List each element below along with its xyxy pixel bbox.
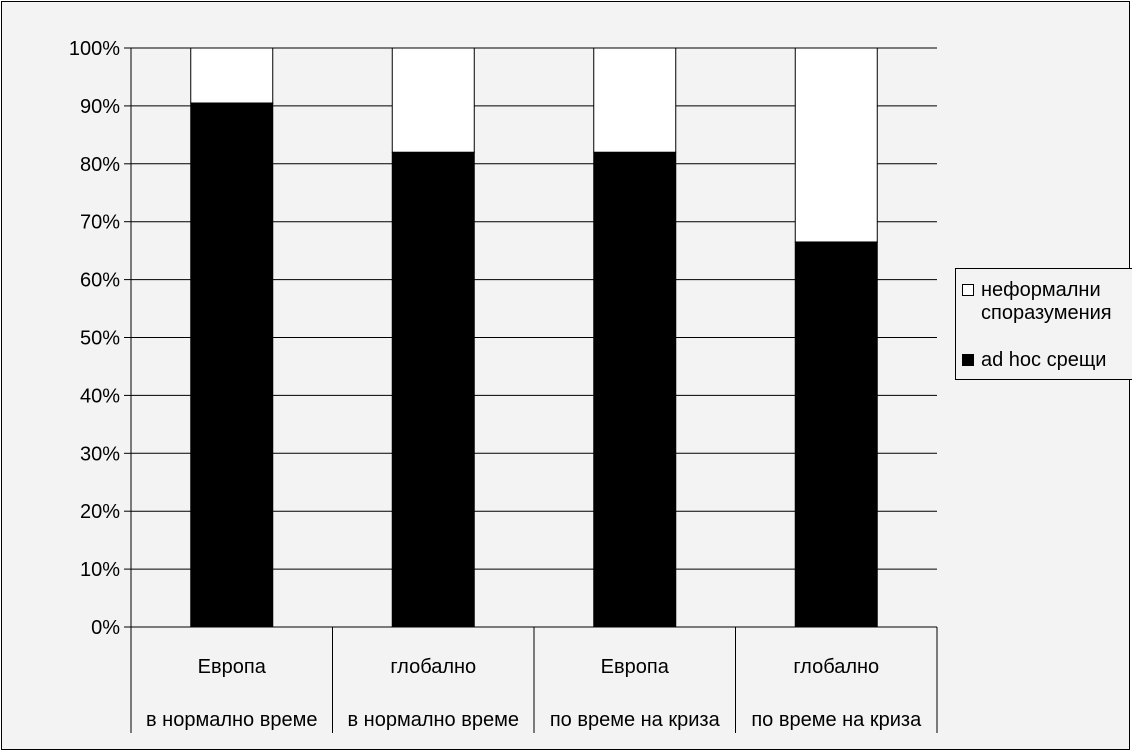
bar-segment <box>391 47 475 153</box>
y-tick-label: 30% <box>80 443 120 465</box>
category-label-line1: глобално <box>793 656 879 678</box>
legend-swatch-white <box>962 284 974 296</box>
y-tick-label: 100% <box>69 38 120 60</box>
y-tick-label: 10% <box>80 559 120 581</box>
bar-segment <box>593 47 677 153</box>
category-label-line2: в нормално време <box>348 709 519 731</box>
y-tick-label: 0% <box>91 617 120 639</box>
legend-label-informal-line1: неформални <box>981 279 1101 301</box>
y-tick-label: 50% <box>80 328 120 350</box>
category-label-line2: по време на криза <box>550 709 721 731</box>
y-tick-label: 60% <box>80 270 120 292</box>
category-label-line1: Европа <box>198 656 267 678</box>
y-tick-label: 70% <box>80 212 120 234</box>
bar-segment <box>794 241 878 628</box>
category-label-line1: глобално <box>390 656 476 678</box>
category-label-line1: Европа <box>601 656 670 678</box>
category-label-line2: в нормално време <box>146 709 317 731</box>
y-tick-label: 80% <box>80 154 120 176</box>
y-tick-label: 40% <box>80 385 120 407</box>
bar-segment <box>190 102 274 628</box>
category-label-line2: по време на криза <box>751 709 922 731</box>
legend-label-informal-line2: споразумения <box>981 302 1112 324</box>
legend-label-adhoc: ad hoc срещи <box>981 349 1107 371</box>
bar-segment <box>593 151 677 628</box>
bar-segment <box>794 47 878 243</box>
y-tick-label: 90% <box>80 96 120 118</box>
legend-swatch-black <box>962 354 974 366</box>
y-tick-label: 20% <box>80 501 120 523</box>
legend: неформални споразумения ad hoc срещи <box>955 268 1132 380</box>
bar-segment <box>190 47 274 104</box>
bar-segment <box>391 151 475 628</box>
